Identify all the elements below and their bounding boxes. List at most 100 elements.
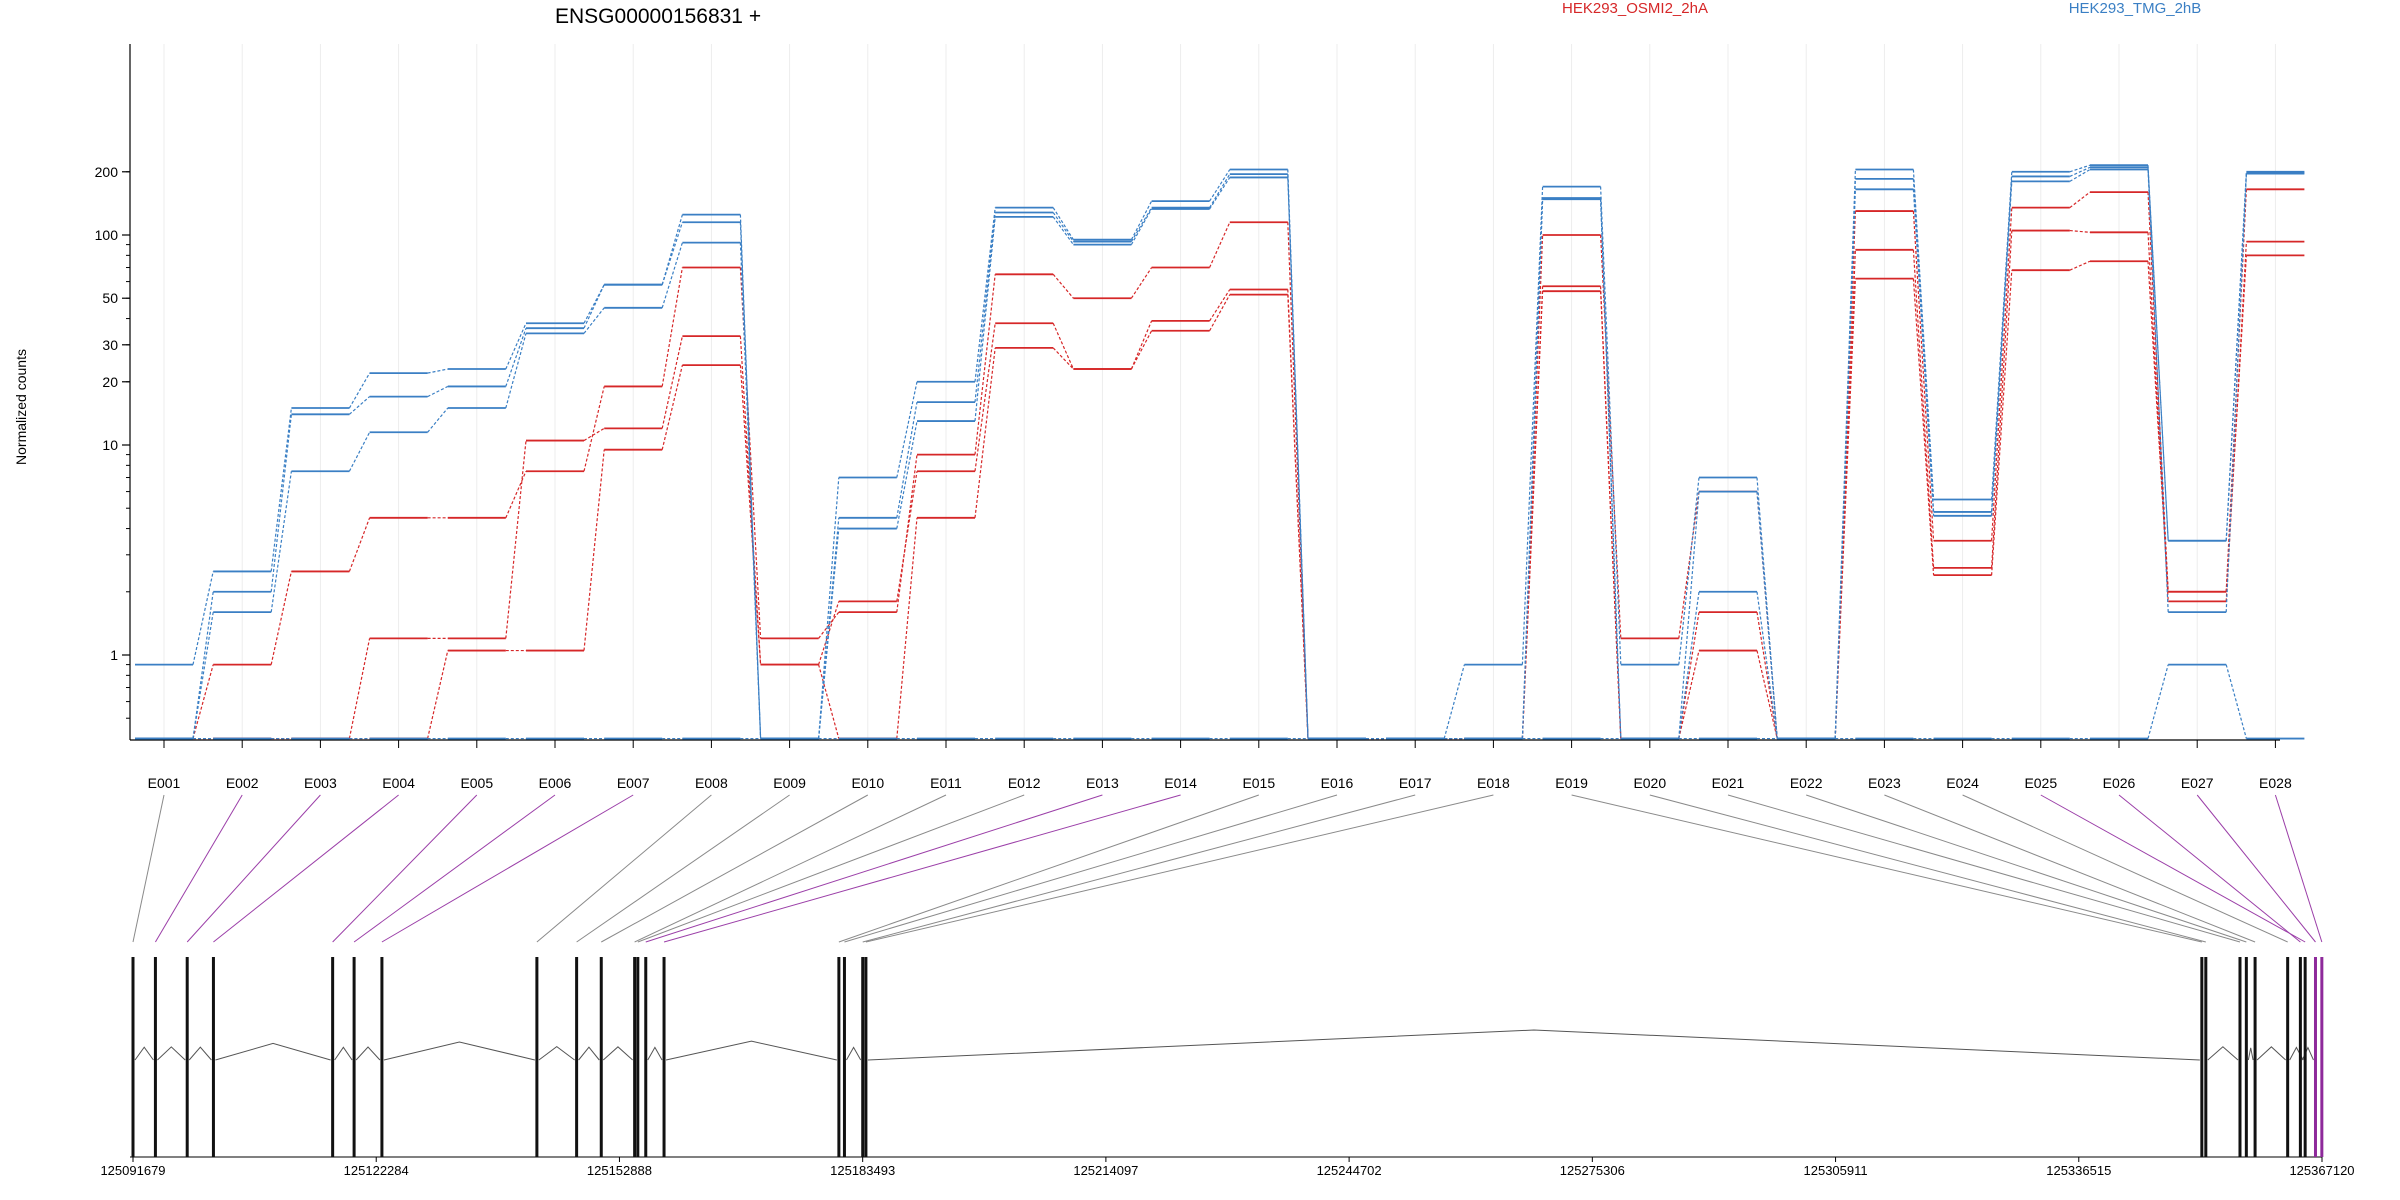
exon-label: E017 <box>1399 775 1432 791</box>
exon-label: E007 <box>617 775 650 791</box>
exon-block <box>864 957 868 1157</box>
series-connector <box>427 650 449 739</box>
exon-block <box>2303 957 2307 1157</box>
exon-label: E002 <box>226 775 259 791</box>
series-connector <box>2225 172 2247 541</box>
series-connector <box>1521 186 1544 665</box>
series-connector <box>348 372 371 409</box>
exon-connector <box>132 794 165 943</box>
series-connector <box>1991 230 2013 568</box>
axes <box>129 44 2280 741</box>
exon-label: E026 <box>2103 775 2136 791</box>
exon-label: E015 <box>1242 775 1275 791</box>
series-connector <box>1991 270 2013 576</box>
legend-entry-tmg: HEK293_TMG_2hB <box>2069 0 2202 17</box>
genomic-coordinate-label: 125122284 <box>344 1163 409 1178</box>
y-ticks: 1 10 20 30 50 100 200 <box>95 164 130 719</box>
series-connector <box>818 601 840 665</box>
series-5 <box>135 168 2305 740</box>
series-connector <box>505 440 527 639</box>
exon-label: E024 <box>1946 775 1979 791</box>
intron-line <box>2207 1046 2239 1061</box>
series-connector <box>2225 173 2247 613</box>
y-tick-label: 200 <box>95 164 119 180</box>
exon-label: E003 <box>304 775 337 791</box>
series-connector <box>1130 208 1153 245</box>
series-connector <box>348 517 371 572</box>
gene-model <box>130 957 2324 1158</box>
series-connector <box>270 414 292 592</box>
genomic-coordinate-label: 125275306 <box>1560 1163 1625 1178</box>
series-connector <box>1130 200 1153 240</box>
exon-block <box>575 957 579 1157</box>
exon-connector <box>2196 794 2316 943</box>
exon-block <box>211 957 215 1157</box>
series-connector <box>1834 189 1856 739</box>
series-connector <box>974 212 996 403</box>
intron-line <box>334 1046 353 1061</box>
series-connector <box>739 365 762 665</box>
series-connector <box>1209 222 1231 268</box>
series-connector <box>505 323 527 370</box>
series-connector <box>2147 261 2169 592</box>
series-connector <box>1052 323 1074 370</box>
exon-connector <box>1571 794 2202 943</box>
exon-block <box>644 957 648 1157</box>
exon-label: E001 <box>148 775 181 791</box>
exon-connector <box>2118 794 2301 943</box>
series-connector <box>1052 273 1074 299</box>
intron-line <box>538 1045 575 1061</box>
exon-label: E011 <box>930 775 962 791</box>
series-connector <box>427 368 448 374</box>
exon-block <box>2313 957 2317 1157</box>
series-connector <box>2147 232 2169 602</box>
exon-block <box>352 957 356 1157</box>
series-connector <box>1991 207 2013 541</box>
series-connector <box>192 664 214 739</box>
series-connector <box>1834 249 1856 739</box>
series-connector <box>818 528 840 739</box>
series-connector <box>1521 199 1544 739</box>
exon-connector <box>536 794 712 943</box>
exon-connector <box>353 794 556 943</box>
genomic-coordinate-label: 125336515 <box>2046 1163 2111 1178</box>
series-connector <box>661 222 683 285</box>
intron-line <box>2247 1047 2254 1061</box>
series-connector <box>896 471 918 602</box>
intron-line <box>215 1042 331 1061</box>
series-connector <box>661 267 683 387</box>
series-connector <box>739 242 762 739</box>
series-connector <box>192 571 214 665</box>
series-connector <box>1209 173 1231 208</box>
series-connector <box>2069 229 2091 233</box>
exon-connector <box>1962 794 2288 943</box>
genomic-coordinate-label: 125305911 <box>1804 1163 1868 1178</box>
genomic-coordinate-label: 125367120 <box>2289 1163 2354 1178</box>
series-2 <box>135 254 2305 740</box>
exon-connector <box>663 794 1181 943</box>
series-connector <box>896 420 918 529</box>
exon-block <box>2238 957 2242 1157</box>
intron-line <box>647 1046 663 1061</box>
genomic-coordinate-label: 125214097 <box>1073 1163 1138 1178</box>
series-connector <box>427 407 449 433</box>
exon-block <box>2298 957 2302 1157</box>
series-connector <box>583 427 605 442</box>
series-connector <box>818 611 840 639</box>
exon-block <box>153 957 157 1157</box>
series-connector <box>505 470 527 519</box>
series-connector <box>1912 189 1935 516</box>
series-connector <box>1912 249 1935 568</box>
exon-connector <box>186 794 321 943</box>
exon-connector <box>332 794 478 943</box>
exon-label: E020 <box>1633 775 1666 791</box>
exon-block <box>535 957 539 1157</box>
gridlines <box>163 44 2276 740</box>
series-connector <box>270 407 292 572</box>
y-tick-label: 100 <box>95 227 119 243</box>
exon-connector <box>2040 794 2306 943</box>
exon-block <box>636 957 640 1157</box>
series-0 <box>135 188 2305 740</box>
series-connector <box>1287 177 1309 739</box>
series-connector <box>348 431 371 472</box>
